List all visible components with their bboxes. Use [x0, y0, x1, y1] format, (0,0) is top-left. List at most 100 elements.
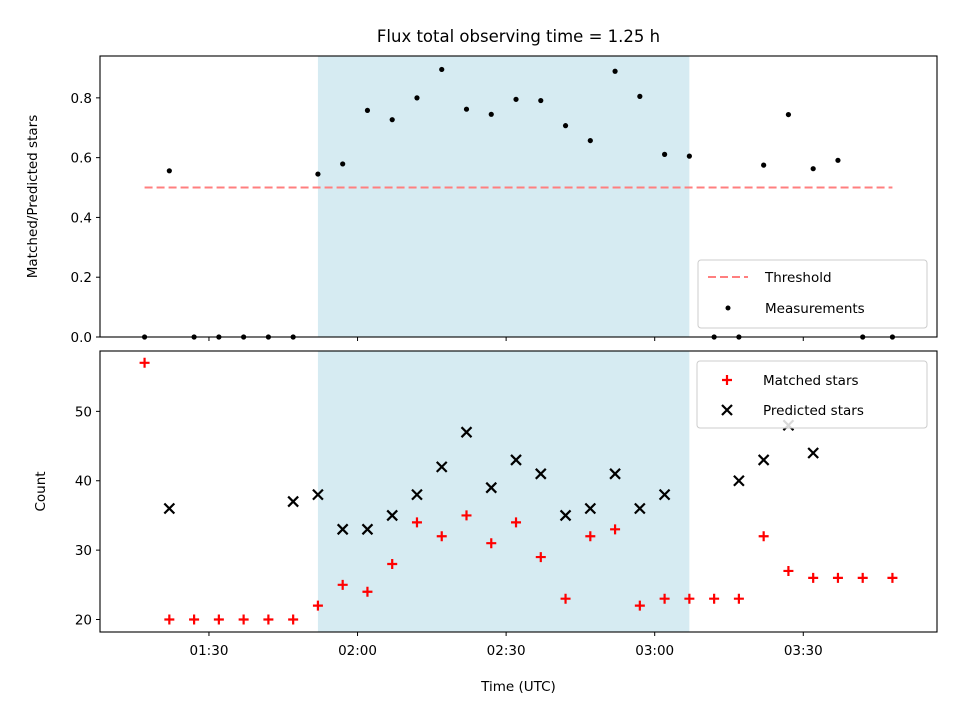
y-tick-label: 20 [75, 613, 92, 629]
matched-star-point [857, 572, 868, 583]
measurement-point [439, 66, 445, 73]
matched-star-point [238, 614, 249, 625]
measurement-point [414, 95, 420, 101]
matched-star-point [585, 531, 596, 542]
predicted-star-point [510, 454, 522, 466]
predicted-star-point [634, 502, 646, 515]
matched-star-point [733, 593, 744, 604]
predicted-star-point [807, 447, 819, 459]
matched-star-point [610, 524, 621, 535]
y-tick-label: 50 [75, 404, 92, 420]
predicted-star-point [336, 523, 349, 536]
legend-plus-marker [722, 375, 732, 385]
predicted-star-point [757, 454, 770, 466]
chart-title: Flux total observing time = 1.25 h [377, 27, 660, 46]
measurement-point [513, 96, 519, 102]
legend-matched-label: Matched stars [763, 373, 859, 389]
matched-star-point [659, 593, 670, 604]
x-tick-label: 02:30 [487, 643, 526, 659]
measurement-point [488, 111, 494, 117]
measurement-point [315, 171, 321, 177]
observing-window-shade [317, 56, 690, 337]
count-panel: 20 30 40 50 01:30 02:00 02:30 03:00 03:30 Count… [33, 350, 938, 695]
y-tick-label: 0.0 [71, 330, 92, 346]
matched-star-point [263, 614, 274, 625]
bottom-x-ticks: 01:30 02:00 02:30 03:00 03:30 [190, 632, 823, 659]
x-tick-label: 02:00 [338, 643, 377, 659]
matched-star-point [337, 579, 348, 590]
measurement-point [463, 106, 470, 112]
matched-star-point [832, 572, 843, 583]
predicted-star-point [386, 509, 398, 522]
matched-star-point [213, 614, 224, 625]
measurement-point [785, 111, 792, 118]
predicted-star-point [559, 509, 572, 522]
matched-star-point [436, 531, 447, 542]
matched-star-point [387, 559, 398, 570]
legend-predicted-label: Predicted stars [763, 403, 864, 419]
matched-star-point [511, 517, 522, 528]
y-tick-label: 0.4 [71, 210, 92, 226]
y-tick-label: 0.6 [71, 151, 92, 167]
matched-star-point [189, 614, 200, 625]
measurement-point [538, 97, 544, 104]
legend-matched-swatch [722, 375, 732, 385]
bottom-axes-frame [99, 350, 938, 633]
measurement-point [364, 107, 371, 114]
legend-predicted-swatch [721, 404, 733, 416]
predicted-star-point [312, 488, 324, 501]
legend-x-marker [721, 404, 733, 416]
matched-star-point [783, 565, 794, 576]
matched-star-point [411, 517, 422, 528]
predicted-star-point [163, 502, 176, 515]
measurement-point [612, 68, 618, 74]
bottom-y-axis-label: Count [33, 471, 49, 511]
predicted-star-point [435, 461, 448, 473]
measurement-point [662, 151, 668, 157]
predicted-star-point [361, 523, 374, 536]
measurement-point [562, 123, 569, 129]
predicted-star-point [411, 488, 423, 501]
matched-star-point [808, 572, 819, 583]
x-axis-label: Time (UTC) [480, 679, 556, 695]
top-axes-frame [99, 55, 938, 338]
predicted-stars-points [163, 419, 819, 536]
y-tick-label: 40 [75, 474, 92, 490]
matched-stars-points [139, 357, 898, 625]
matched-star-point [461, 510, 472, 521]
predicted-star-point [609, 468, 621, 480]
top-x-ticks [208, 337, 804, 341]
ratio-panel: 0.0 0.2 0.4 0.6 0.8 Flux total observing tim… [25, 27, 938, 346]
bottom-legend-box [696, 360, 928, 429]
measurement-point [835, 157, 841, 163]
legend-measurements-label: Measurements [765, 301, 865, 317]
y-tick-label: 0.2 [71, 270, 92, 286]
top-y-ticks: 0.0 0.2 0.4 0.6 0.8 [71, 91, 100, 346]
y-tick-label: 30 [75, 543, 92, 559]
top-legend: Threshold Measurements [697, 259, 928, 329]
bottom-y-ticks: 20 30 40 50 [75, 404, 100, 629]
predicted-star-point [460, 426, 473, 438]
top-legend-box [697, 259, 928, 329]
measurement-point [637, 93, 643, 99]
matched-star-point [684, 593, 695, 604]
matched-star-point [535, 552, 546, 563]
x-tick-label: 03:30 [784, 643, 823, 659]
measurement-point [587, 137, 593, 144]
matched-star-point [288, 614, 299, 625]
observing-window-shade [317, 351, 690, 632]
predicted-star-point [658, 488, 671, 501]
matched-star-point [887, 572, 898, 583]
bottom-legend: Matched stars Predicted stars [696, 360, 928, 429]
matched-star-point [139, 357, 150, 368]
matched-star-point [634, 600, 645, 611]
matched-star-point [486, 538, 497, 549]
measurement-point [389, 117, 395, 123]
measurement-point [686, 153, 692, 159]
legend-measurement-swatch [725, 305, 731, 311]
predicted-star-point [535, 468, 547, 480]
measurement-points [141, 66, 896, 340]
y-tick-label: 0.8 [71, 91, 92, 107]
measurement-point [810, 166, 816, 172]
